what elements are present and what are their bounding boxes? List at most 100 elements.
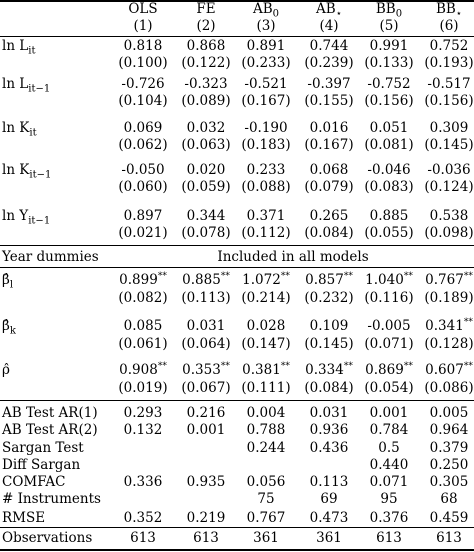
se-row: (0.021) (0.078) (0.112) (0.084) (0.055) (0.09… — [0, 225, 474, 241]
coef-cell: 0.069 — [123, 120, 163, 136]
se-cell: (0.055) — [364, 225, 414, 241]
estimate-se-cell: (0.116) — [364, 290, 414, 306]
estimate-cell: 0.857** — [305, 271, 353, 288]
significance-stars: ** — [343, 271, 353, 282]
test-value: 0.440 — [369, 457, 409, 473]
estimate-se-row: (0.019) (0.067) (0.111) (0.084) (0.054) (0.08… — [0, 380, 474, 396]
estimate-cell: 0.028 — [246, 318, 286, 334]
coef-cell: -0.752 — [367, 76, 411, 92]
estimate-se-cell: (0.145) — [304, 336, 354, 352]
test-label: # Instruments — [2, 491, 101, 507]
coef-cell: -0.517 — [427, 76, 471, 92]
coef-cell: 0.344 — [186, 208, 226, 224]
test-value: 0.336 — [123, 474, 163, 490]
section-rule-2 — [0, 267, 474, 268]
test-value: 0.352 — [123, 510, 163, 526]
coef-cell: 0.068 — [309, 162, 349, 178]
test-value: 0.936 — [309, 422, 349, 438]
test-label: AB Test AR(2) — [2, 422, 98, 438]
significance-stars: ** — [220, 271, 230, 282]
test-value: 613 — [376, 530, 402, 546]
test-value: 69 — [320, 491, 338, 507]
estimate-cell: 0.607** — [425, 361, 473, 378]
test-value: 0.132 — [123, 422, 163, 438]
row-label: ln Kit−1 — [2, 162, 52, 181]
estimate-cell: 0.899** — [119, 271, 167, 288]
test-value: 0.004 — [246, 405, 286, 421]
significance-stars: ** — [343, 361, 353, 372]
coef-row: ln Lit 0.818 0.868 0.891 0.744 0.991 0.752 — [0, 38, 474, 57]
se-cell: (0.193) — [424, 55, 474, 71]
estimate-cell: 0.381** — [242, 361, 290, 378]
column-header: FE — [196, 1, 216, 17]
estimate-label: β̂k — [2, 318, 16, 337]
test-value: 0.216 — [186, 405, 226, 421]
section-rule-3 — [0, 400, 474, 401]
estimate-cell: 0.085 — [123, 318, 163, 334]
test-value: 0.788 — [246, 422, 286, 438]
test-value: 0.250 — [429, 457, 469, 473]
coef-cell: 0.868 — [186, 38, 226, 54]
se-cell: (0.088) — [241, 179, 291, 195]
estimate-se-cell: (0.064) — [181, 336, 231, 352]
test-label: Diff Sargan — [2, 457, 81, 473]
significance-stars: ** — [280, 361, 290, 372]
estimate-cell: 0.885** — [182, 271, 230, 288]
se-cell: (0.060) — [118, 179, 168, 195]
test-value: 0.935 — [186, 474, 226, 490]
coef-cell: -0.323 — [184, 76, 228, 92]
estimate-se-cell: (0.054) — [364, 380, 414, 396]
se-cell: (0.167) — [241, 93, 291, 109]
coef-cell: 0.032 — [186, 120, 226, 136]
section-rule-1 — [0, 245, 474, 246]
test-value: 613 — [130, 530, 156, 546]
test-row: RMSE 0.352 0.219 0.767 0.473 0.376 0.459 — [0, 510, 474, 526]
significance-stars: ** — [157, 271, 167, 282]
se-cell: (0.156) — [424, 93, 474, 109]
se-cell: (0.021) — [118, 225, 168, 241]
se-cell: (0.081) — [364, 137, 414, 153]
coef-cell: 0.752 — [429, 38, 469, 54]
estimate-se-row: (0.061) (0.064) (0.147) (0.145) (0.071) (0.12… — [0, 336, 474, 352]
test-value: 0.031 — [309, 405, 349, 421]
coef-cell: -0.190 — [244, 120, 288, 136]
year-dummies-row: Year dummies Included in all models — [0, 249, 474, 265]
se-cell: (0.183) — [241, 137, 291, 153]
se-cell: (0.239) — [304, 55, 354, 71]
year-dummies-text: Included in all models — [217, 249, 369, 265]
coef-cell: -0.726 — [121, 76, 165, 92]
coef-row: ln Kit−1 -0.050 0.020 0.233 0.068 -0.046 -0.03… — [0, 162, 474, 181]
test-row: COMFAC 0.336 0.935 0.056 0.113 0.071 0.305 — [0, 474, 474, 490]
header-row: OLS FE AB0 AB⋆ BB0 BB⋆ — [0, 1, 474, 20]
test-value: 0.473 — [309, 510, 349, 526]
test-value: 0.293 — [123, 405, 163, 421]
test-value: 95 — [380, 491, 398, 507]
estimate-se-cell: (0.086) — [424, 380, 474, 396]
se-cell: (0.098) — [424, 225, 474, 241]
estimate-cell: 0.031 — [186, 318, 226, 334]
test-value: 0.219 — [186, 510, 226, 526]
coef-cell: -0.036 — [427, 162, 471, 178]
se-cell: (0.112) — [241, 225, 291, 241]
test-value: 0.071 — [369, 474, 409, 490]
test-row: Diff Sargan 0.440 0.250 — [0, 457, 474, 473]
se-row: (0.100) (0.122) (0.233) (0.239) (0.133) (0.19… — [0, 55, 474, 71]
column-number: (1) — [133, 18, 153, 34]
estimate-se-cell: (0.082) — [118, 290, 168, 306]
coef-cell: 0.233 — [246, 162, 286, 178]
bottom-rule — [0, 549, 474, 551]
observations-rule — [0, 527, 474, 528]
column-number-row: (1) (2) (3) (4) (5) (6) — [0, 18, 474, 34]
test-value: 0.767 — [246, 510, 286, 526]
significance-stars: ** — [403, 361, 413, 372]
test-value: 0.001 — [369, 405, 409, 421]
header-rule — [0, 36, 474, 37]
se-cell: (0.156) — [364, 93, 414, 109]
test-value: 0.964 — [429, 422, 469, 438]
significance-stars: ** — [157, 361, 167, 372]
coef-cell: -0.521 — [244, 76, 288, 92]
column-number: (4) — [319, 18, 339, 34]
row-label: ln Kit — [2, 120, 37, 139]
coef-cell: 0.818 — [123, 38, 163, 54]
